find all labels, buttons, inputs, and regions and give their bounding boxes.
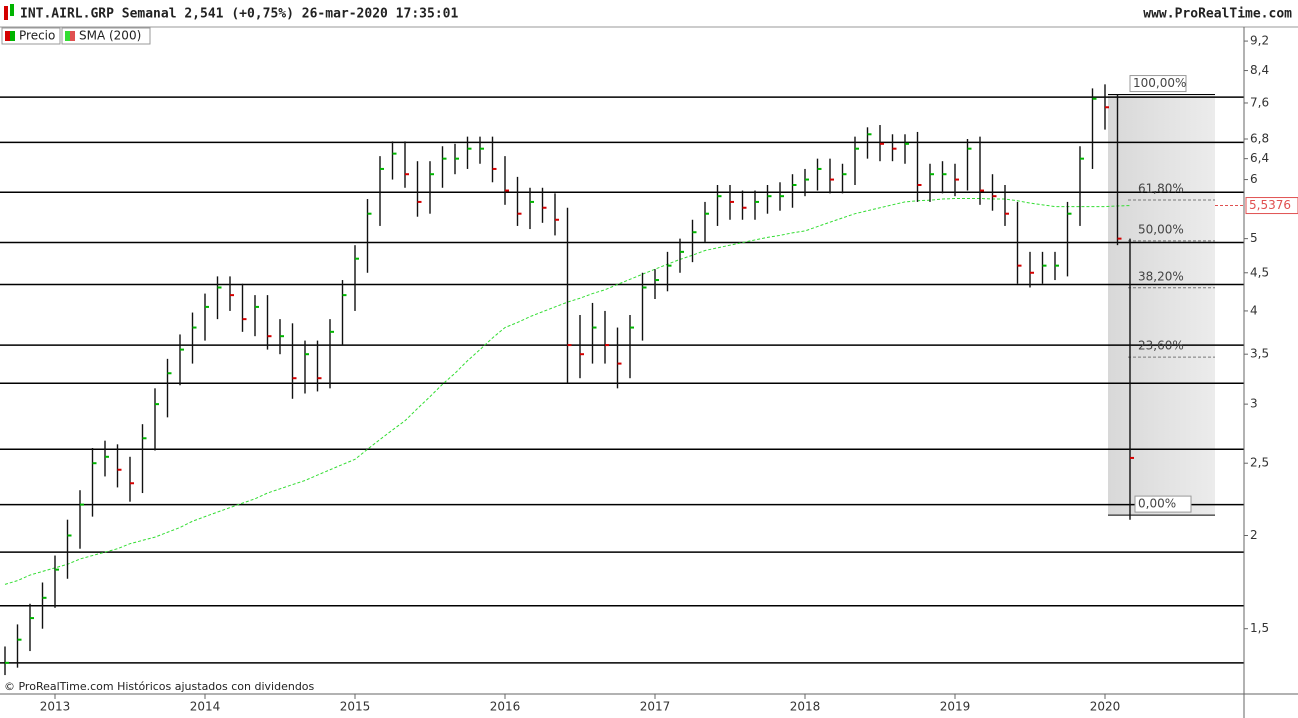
y-tick-label: 6,4 [1250,151,1269,165]
y-tick-label: 9,2 [1250,34,1269,48]
y-tick-label: 2,5 [1250,456,1269,470]
x-tick-label: 2015 [340,700,371,714]
fibonacci-label: 100,00% [1133,76,1186,90]
y-tick-label: 6 [1250,172,1258,186]
legend-icon [10,31,15,41]
legend-icon [5,31,10,41]
legend-icon [65,31,70,41]
legend-icon [70,31,75,41]
y-tick-label: 6,8 [1250,132,1269,146]
fibonacci-label: 23,60% [1138,339,1184,353]
x-tick-label: 2014 [190,700,221,714]
y-tick-label: 2 [1250,528,1258,542]
x-tick-label: 2017 [640,700,671,714]
fibonacci-label: 50,00% [1138,222,1184,236]
label-layer: 9,2 8,4 7,6 6,8 6,4 6 5 4,5 4 3,5 3 2,5 2 1,5 100,00% 6… [40,34,1298,714]
header-icon [10,4,14,16]
x-tick-label: 2020 [1090,700,1121,714]
fibonacci-label: 0,00% [1138,497,1176,511]
x-tick-label: 2013 [40,700,71,714]
fibonacci-label-box [1129,75,1187,93]
data-layer [4,84,1134,676]
x-tick-label: 2018 [790,700,821,714]
source: www.ProRealTime.com [1143,7,1292,22]
y-tick-label: 5 [1250,231,1258,245]
legend-label[interactable]: Precio [19,29,55,43]
fibonacci-label: 61,80% [1138,181,1184,195]
fibonacci-label: 38,20% [1138,269,1184,283]
footnote: © ProRealTime.com Históricos ajustados c… [4,680,315,693]
legend-label[interactable]: SMA (200) [79,29,141,43]
y-tick-label: 4 [1250,303,1258,317]
sma-last-label: 5,5376 [1249,198,1291,212]
y-tick-label: 4,5 [1250,265,1269,279]
y-tick-label: 3,5 [1250,347,1269,361]
y-tick-label: 7,6 [1250,95,1269,109]
y-tick-label: 8,4 [1250,63,1269,77]
fibonacci-layer [1108,94,1215,516]
fibonacci-zone [1108,94,1215,516]
sma-line [4,197,1131,585]
legend-box[interactable] [1,27,61,45]
y-tick-label: 1,5 [1250,621,1269,635]
chart-title: INT.AIRL.GRP Semanal 2,541 (+0,75%) 26-m… [20,7,458,22]
fibonacci-label-box [1134,495,1192,513]
x-tick-label: 2019 [940,700,971,714]
sma-last-box [1245,197,1298,215]
x-tick-label: 2016 [490,700,521,714]
header-icon [4,6,8,20]
legend-box[interactable] [61,27,151,45]
y-tick-label: 3 [1250,397,1258,411]
lines-layer [0,96,1244,664]
